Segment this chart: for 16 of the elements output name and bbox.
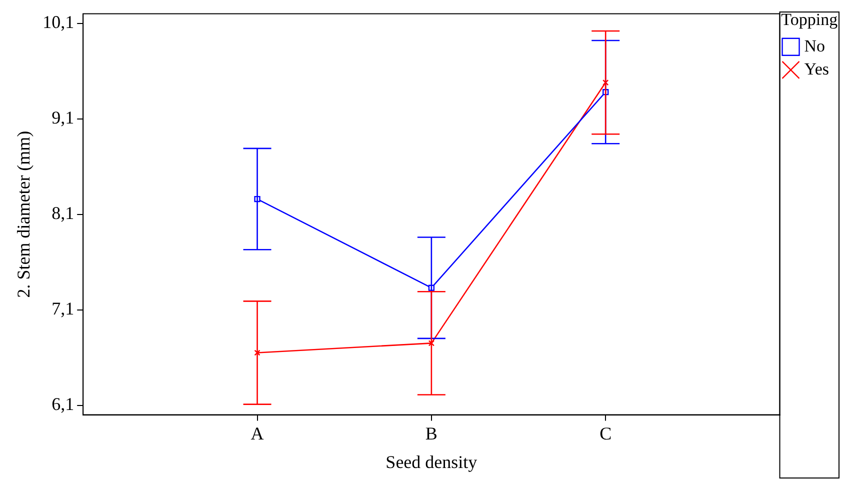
point [428, 340, 435, 346]
x-tick-label: C [600, 423, 612, 444]
point [602, 79, 609, 86]
y-tick-label: 8,1 [52, 203, 74, 224]
y-axis-title: 2. Stem diameter (mm) [14, 130, 34, 298]
y-tick-label: 6,1 [52, 394, 74, 414]
y-tick-label: 9,1 [52, 108, 74, 128]
y-tick-label: 7,1 [52, 298, 74, 319]
x-tick-label: A [250, 423, 264, 444]
legend-label: No [804, 36, 826, 56]
x-axis-title: Seed density [386, 452, 478, 472]
point [254, 350, 260, 356]
x-tick-label: B [425, 423, 438, 444]
legend-label: Yes [804, 59, 830, 78]
legend-title: Topping [781, 10, 838, 29]
y-tick-label: 10,1 [42, 12, 74, 32]
